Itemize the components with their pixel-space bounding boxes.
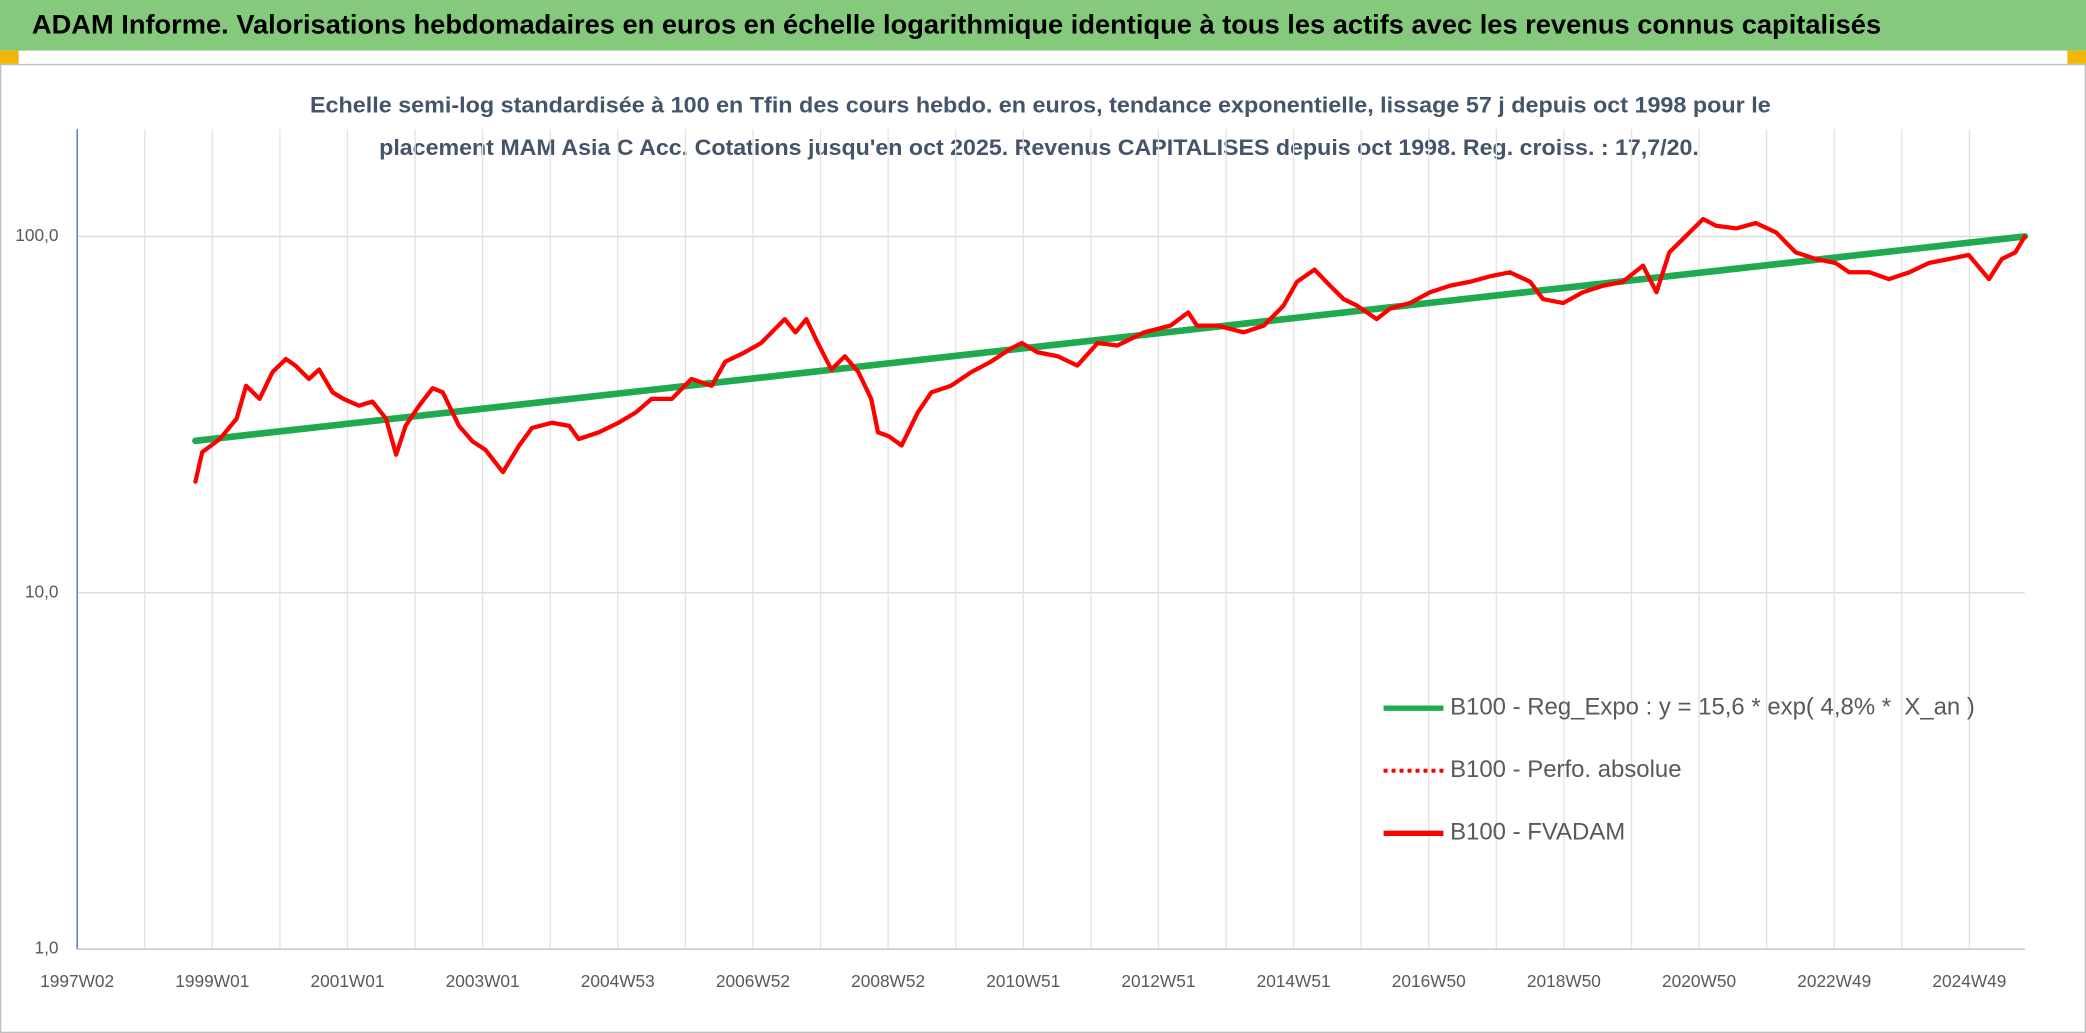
series-line <box>193 216 2027 484</box>
x-tick-label: 1997W02 <box>40 971 114 991</box>
x-tick-label: 2016W50 <box>1392 971 1466 991</box>
x-tick-label: 2008W52 <box>851 971 925 991</box>
plot-area <box>192 216 2029 484</box>
series-line <box>192 233 2029 445</box>
legend-label: B100 - FVADAM <box>1450 819 1625 846</box>
corner-marker <box>2067 50 2086 64</box>
x-tick-label: 2024W49 <box>1932 971 2006 991</box>
grid: 1,0 10,0 100,0 1997W02 1999W01 2001W01 2003W01… <box>15 129 2025 991</box>
y-tick-label: 1,0 <box>34 938 58 958</box>
x-tick-label: 2022W49 <box>1797 971 1871 991</box>
chart-subtitle: placement MAM Asia C Acc. Cotations jusq… <box>379 135 1699 160</box>
chart-subtitle: Echelle semi-log standardisée à 100 en T… <box>310 92 1771 117</box>
x-tick-label: 2001W01 <box>310 971 384 991</box>
x-tick-label: 2003W01 <box>446 971 520 991</box>
x-tick-label: 2012W51 <box>1121 971 1195 991</box>
y-tick-label: 10,0 <box>25 581 59 601</box>
page-title: ADAM Informe. Valorisations hebdomadaire… <box>32 10 1881 40</box>
legend-label: B100 - Reg_Expo : y = 15,6 * exp( 4,8% *… <box>1450 694 1975 721</box>
header-bar <box>0 0 2086 51</box>
x-tick-label: 2004W53 <box>581 971 655 991</box>
legend-label: B100 - Perfo. absolue <box>1450 756 1681 783</box>
x-tick-label: 2006W52 <box>716 971 790 991</box>
x-tick-label: 1999W01 <box>175 971 249 991</box>
chart-frame <box>0 63 2086 1033</box>
x-tick-label: 2010W51 <box>986 971 1060 991</box>
x-tick-label: 2020W50 <box>1662 971 1736 991</box>
legend: B100 - Reg_Expo : y = 15,6 * exp( 4,8% *… <box>1383 694 1975 846</box>
x-tick-label: 2018W50 <box>1527 971 1601 991</box>
y-tick-label: 100,0 <box>15 225 58 245</box>
corner-marker <box>0 50 19 64</box>
x-tick-label: 2014W51 <box>1257 971 1331 991</box>
